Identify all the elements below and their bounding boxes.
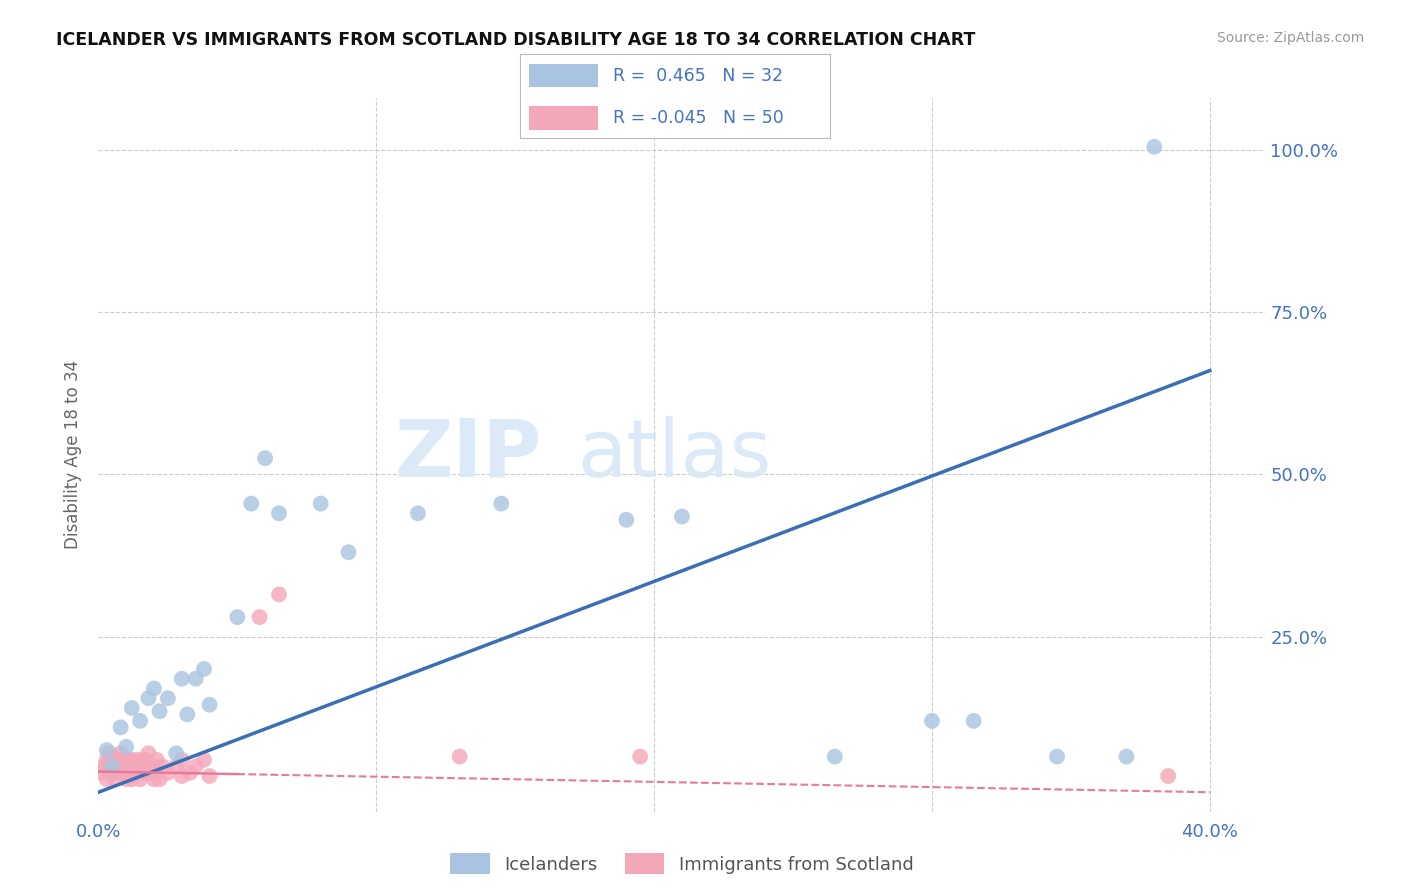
Point	[146, 753, 169, 767]
Point	[240, 497, 263, 511]
Point	[491, 497, 513, 511]
Point	[962, 714, 984, 728]
Point	[124, 753, 146, 767]
Point	[614, 513, 637, 527]
Y-axis label: Disability Age 18 to 34: Disability Age 18 to 34	[65, 360, 83, 549]
Point	[148, 704, 170, 718]
Point	[179, 765, 201, 780]
Point	[115, 772, 138, 787]
Point	[118, 753, 141, 767]
Point	[170, 672, 193, 686]
Text: Source: ZipAtlas.com: Source: ZipAtlas.com	[1216, 31, 1364, 45]
Point	[921, 714, 943, 728]
Point	[143, 772, 166, 787]
Point	[143, 759, 166, 773]
Bar	[530, 106, 598, 130]
Text: R =  0.465   N = 32: R = 0.465 N = 32	[613, 67, 783, 85]
Point	[1115, 749, 1137, 764]
Legend: Icelanders, Immigrants from Scotland: Icelanders, Immigrants from Scotland	[450, 854, 914, 874]
Point	[1046, 749, 1069, 764]
Point	[170, 769, 193, 783]
Point	[176, 707, 198, 722]
Point	[165, 747, 187, 761]
Text: ZIP: ZIP	[395, 416, 541, 494]
Point	[104, 772, 127, 787]
Point	[138, 747, 160, 761]
Point	[193, 662, 215, 676]
Point	[249, 610, 271, 624]
Point	[156, 765, 179, 780]
Point	[198, 698, 221, 712]
Point	[96, 753, 118, 767]
Point	[101, 753, 124, 767]
Point	[129, 753, 152, 767]
Point	[141, 765, 163, 780]
Bar	[530, 63, 598, 87]
Point	[184, 759, 207, 773]
Point	[337, 545, 360, 559]
Point	[406, 506, 429, 520]
Point	[118, 765, 141, 780]
Point	[129, 714, 152, 728]
Point	[129, 772, 152, 787]
Point	[135, 753, 157, 767]
Point	[143, 681, 166, 696]
Point	[124, 765, 146, 780]
Point	[90, 765, 112, 780]
Point	[1143, 140, 1166, 154]
Point	[1157, 769, 1180, 783]
Point	[309, 497, 332, 511]
Point	[121, 701, 143, 715]
Point	[112, 765, 135, 780]
Point	[96, 772, 118, 787]
Point	[101, 765, 124, 780]
Point	[112, 753, 135, 767]
Point	[824, 749, 846, 764]
Point	[254, 451, 277, 466]
Point	[121, 772, 143, 787]
Point	[96, 743, 118, 757]
Point	[193, 753, 215, 767]
Text: atlas: atlas	[576, 416, 772, 494]
Point	[138, 759, 160, 773]
Point	[150, 759, 173, 773]
Point	[138, 691, 160, 706]
Point	[226, 610, 249, 624]
Point	[184, 672, 207, 686]
Point	[156, 691, 179, 706]
Text: R = -0.045   N = 50: R = -0.045 N = 50	[613, 109, 783, 127]
Point	[628, 749, 651, 764]
Point	[165, 759, 187, 773]
Text: ICELANDER VS IMMIGRANTS FROM SCOTLAND DISABILITY AGE 18 TO 34 CORRELATION CHART: ICELANDER VS IMMIGRANTS FROM SCOTLAND DI…	[56, 31, 976, 49]
Point	[104, 759, 127, 773]
Point	[449, 749, 471, 764]
Point	[671, 509, 693, 524]
Point	[110, 720, 132, 734]
Point	[98, 759, 121, 773]
Point	[110, 747, 132, 761]
Point	[107, 765, 129, 780]
Point	[98, 747, 121, 761]
Point	[115, 739, 138, 754]
Point	[101, 759, 124, 773]
Point	[93, 759, 115, 773]
Point	[110, 759, 132, 773]
Point	[170, 753, 193, 767]
Point	[107, 753, 129, 767]
Point	[148, 772, 170, 787]
Point	[267, 506, 290, 520]
Point	[121, 759, 143, 773]
Point	[198, 769, 221, 783]
Point	[127, 759, 149, 773]
Point	[267, 587, 290, 601]
Point	[115, 759, 138, 773]
Point	[132, 765, 155, 780]
